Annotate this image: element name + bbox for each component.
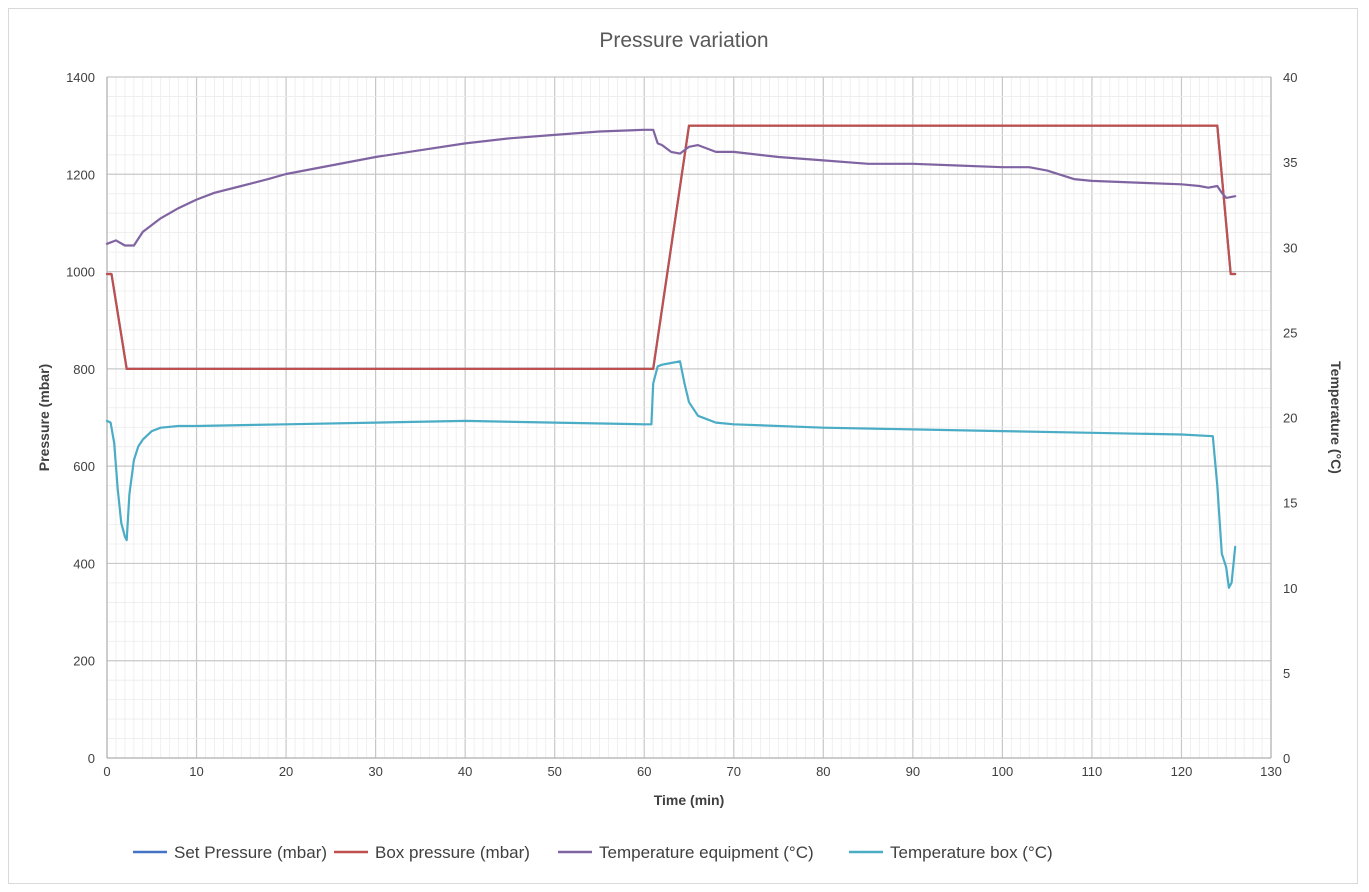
series-line-4 <box>105 360 1237 589</box>
x-tick-label: 30 <box>368 764 382 779</box>
legend-label-2: Box pressure (mbar) <box>375 843 530 862</box>
x-tick-label: 70 <box>727 764 741 779</box>
y-tick-label: 400 <box>73 556 95 571</box>
x-tick-label: 50 <box>547 764 561 779</box>
x-tick-label: 40 <box>458 764 472 779</box>
chart-canvas: Pressure variation 0 10 20 30 40 50 60 70 80 90 10… <box>36 29 1344 862</box>
x-tick-label: 130 <box>1260 764 1282 779</box>
legend-label-1: Set Pressure (mbar) <box>174 843 327 862</box>
y2-tick-label: 40 <box>1283 70 1297 85</box>
legend-label-3: Temperature equipment (°C) <box>599 843 814 862</box>
series-line-3 <box>105 128 1237 247</box>
axes <box>106 77 1272 759</box>
legend-label-4: Temperature box (°C) <box>890 843 1053 862</box>
grid-lines <box>106 76 1272 759</box>
x-tick-label: 0 <box>103 764 110 779</box>
chart-title: Pressure variation <box>599 29 768 52</box>
y2-axis-label: Temperature (°C) <box>1328 361 1344 474</box>
y-tick-label: 1400 <box>66 70 95 85</box>
y2-tick-label: 10 <box>1283 581 1297 596</box>
y2-tick-label: 0 <box>1283 751 1290 766</box>
y-tick-label: 800 <box>73 362 95 377</box>
x-tick-label: 10 <box>189 764 203 779</box>
series-lines <box>105 124 1237 589</box>
x-tick-label: 90 <box>906 764 920 779</box>
x-tick-label: 60 <box>637 764 651 779</box>
y2-tick-label: 5 <box>1283 666 1290 681</box>
y-tick-label: 1200 <box>66 167 95 182</box>
tick-labels: 0 10 20 30 40 50 60 70 80 90 100 110 120 130020040060… <box>66 70 1297 779</box>
y-tick-label: 600 <box>73 459 95 474</box>
y2-tick-label: 25 <box>1283 325 1297 340</box>
x-tick-label: 110 <box>1082 764 1103 779</box>
x-tick-label: 80 <box>816 764 830 779</box>
x-tick-label: 20 <box>279 764 293 779</box>
y-axis-label: Pressure (mbar) <box>36 364 52 471</box>
y-tick-label: 1000 <box>66 265 95 280</box>
x-tick-label: 120 <box>1171 764 1193 779</box>
x-tick-label: 100 <box>992 764 1014 779</box>
y-tick-label: 0 <box>88 751 95 766</box>
y-tick-label: 200 <box>73 654 95 669</box>
x-axis-label: Time (min) <box>654 792 725 808</box>
y2-tick-label: 20 <box>1283 411 1297 426</box>
y2-tick-label: 15 <box>1283 496 1297 511</box>
chart-container: Pressure variation 0 10 20 30 40 50 60 70 80 90 10… <box>8 8 1358 884</box>
y2-tick-label: 35 <box>1283 155 1297 170</box>
series-line-2 <box>105 124 1237 370</box>
legend: Set Pressure (mbar) Box pressure (mbar) Te… <box>133 843 1053 862</box>
y2-tick-label: 30 <box>1283 240 1297 255</box>
